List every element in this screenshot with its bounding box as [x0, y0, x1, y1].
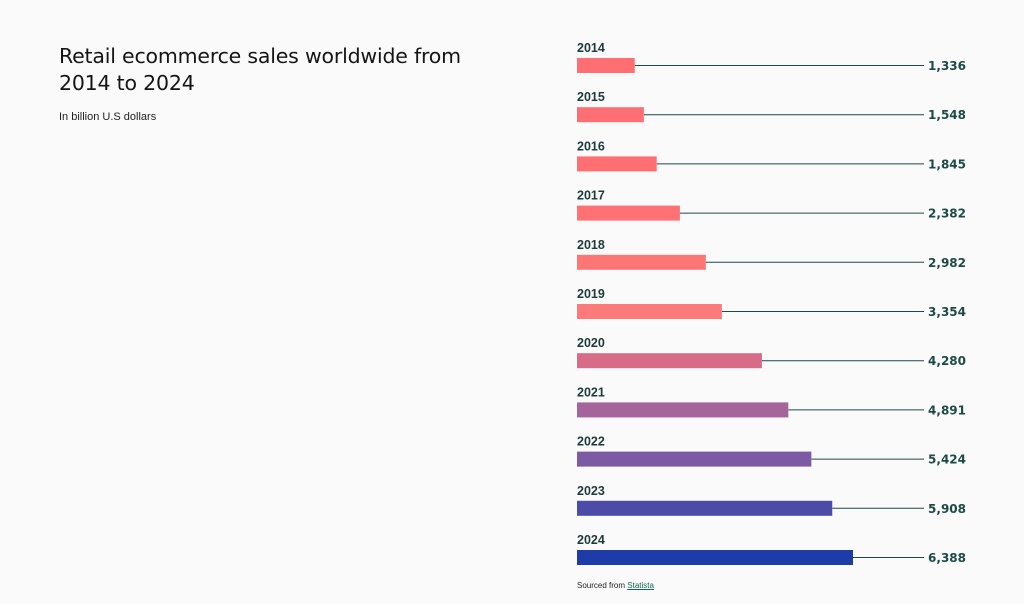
bar: [577, 550, 853, 565]
bar: [577, 451, 812, 467]
year-label: 2024: [577, 533, 605, 547]
value-label: 2,382: [928, 207, 966, 221]
bar: [577, 107, 644, 123]
source-prefix: Sourced from: [577, 581, 626, 590]
value-label: 1,548: [928, 108, 966, 122]
year-label: 2020: [577, 336, 605, 350]
source-link[interactable]: Statista: [627, 581, 654, 590]
year-label: 2016: [577, 139, 605, 153]
year-label: 2023: [577, 484, 605, 498]
bar: [577, 353, 762, 369]
value-label: 4,280: [928, 354, 966, 368]
bar: [577, 205, 680, 221]
chart-title: Retail ecommerce sales worldwide from 20…: [59, 44, 461, 95]
value-label: 5,908: [928, 502, 966, 516]
year-label: 2022: [577, 435, 605, 449]
value-label: 5,424: [928, 453, 966, 467]
year-label: 2018: [577, 238, 605, 252]
bar: [577, 156, 657, 172]
chart-subtitle: In billion U.S dollars: [59, 111, 157, 123]
value-label: 1,845: [928, 157, 966, 171]
value-label: 4,891: [928, 403, 966, 417]
bar: [577, 304, 722, 319]
year-label: 2015: [577, 90, 605, 104]
value-label: 6,388: [928, 551, 966, 565]
bar: [577, 402, 789, 418]
year-label: 2019: [577, 287, 605, 301]
year-label: 2014: [577, 41, 605, 55]
value-label: 1,336: [928, 59, 966, 73]
year-label: 2021: [577, 385, 605, 399]
value-label: 2,982: [928, 256, 966, 270]
bar: [577, 254, 706, 270]
value-label: 3,354: [928, 305, 966, 319]
bar: [577, 500, 833, 516]
year-label: 2017: [577, 189, 605, 203]
source-attribution: Sourced from Statista: [577, 581, 654, 590]
bar: [577, 58, 635, 73]
